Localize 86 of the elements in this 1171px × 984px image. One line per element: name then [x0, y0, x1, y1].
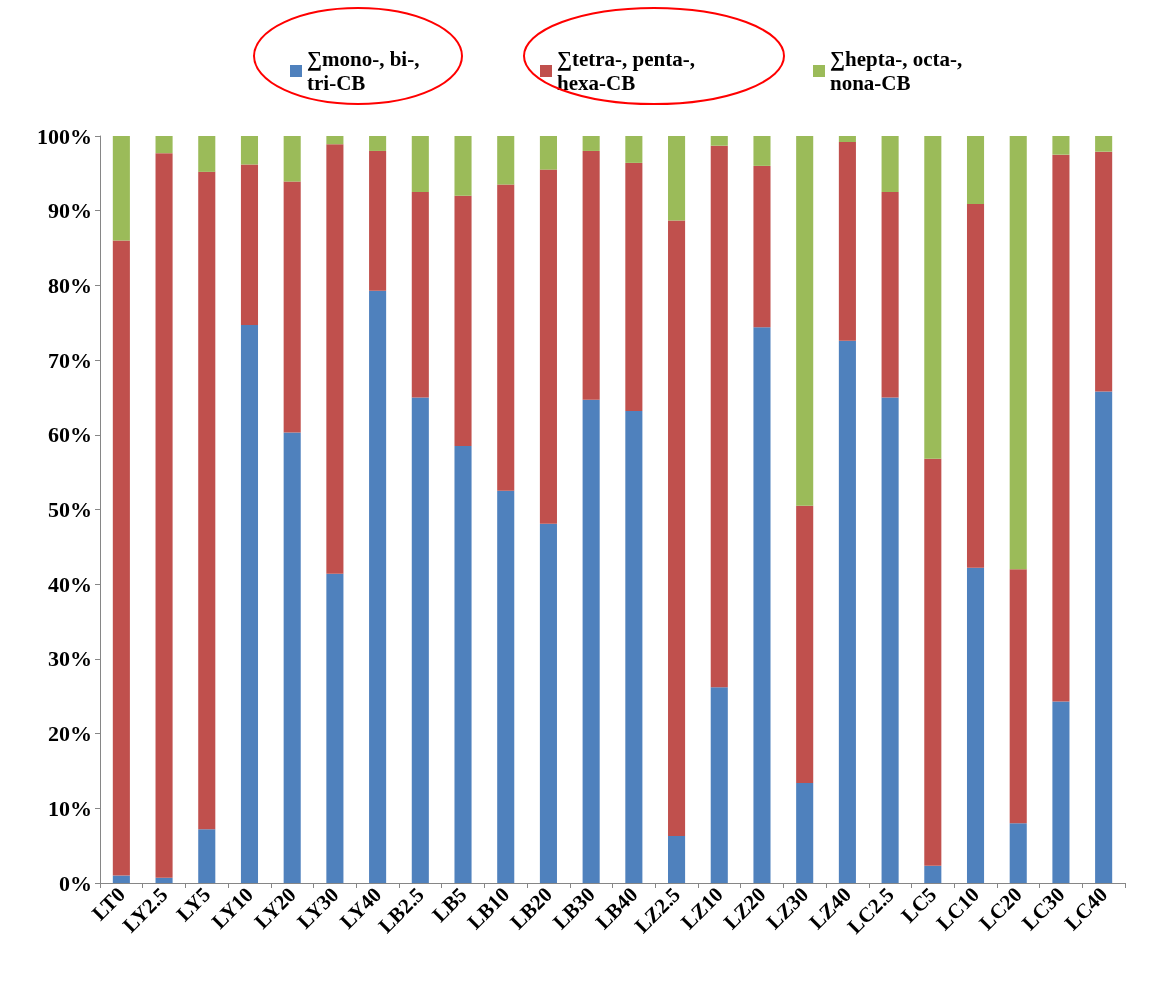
- bar: [796, 505, 814, 783]
- bar: [582, 399, 600, 883]
- bar: [112, 136, 130, 241]
- bar: [369, 150, 387, 291]
- bar: [1052, 154, 1070, 702]
- bar: [411, 136, 429, 193]
- bar: [283, 432, 301, 883]
- bar: [454, 195, 472, 447]
- bar: [881, 397, 899, 883]
- bar: [539, 169, 557, 524]
- bar: [796, 782, 814, 883]
- bar: [497, 490, 515, 883]
- bar: [838, 136, 856, 142]
- bar: [283, 136, 301, 182]
- bar: [838, 340, 856, 883]
- bar: [155, 877, 173, 883]
- bar: [966, 203, 985, 568]
- bar: [1095, 151, 1113, 392]
- y-tick-label: 100%: [37, 123, 92, 149]
- bar: [454, 136, 472, 196]
- bar: [497, 184, 515, 491]
- y-tick-label: 30%: [48, 646, 92, 672]
- y-tick-label: 80%: [48, 272, 92, 298]
- bar: [326, 144, 344, 574]
- y-tick-label: 0%: [59, 870, 92, 896]
- bar: [283, 181, 301, 433]
- bar: [796, 136, 814, 506]
- bar: [1052, 701, 1070, 883]
- bar: [625, 162, 643, 411]
- bar: [668, 835, 686, 883]
- y-tick-label: 10%: [48, 795, 92, 821]
- bar: [1009, 823, 1027, 883]
- bar: [924, 865, 942, 883]
- y-tick-label: 60%: [48, 422, 92, 448]
- bar: [710, 145, 728, 688]
- legend-label: ∑hepta-, octa-, nona-CB: [830, 47, 968, 95]
- bar: [326, 136, 344, 145]
- bar: [539, 523, 557, 883]
- bar: [369, 290, 387, 883]
- y-tick-label: 40%: [48, 571, 92, 597]
- bar: [539, 136, 557, 170]
- bar: [326, 573, 344, 883]
- bar: [240, 324, 259, 883]
- bar: [240, 136, 259, 165]
- bar: [838, 141, 856, 341]
- y-tick-label: 90%: [48, 198, 92, 224]
- bar: [240, 164, 259, 325]
- bar: [668, 220, 686, 836]
- bar: [966, 567, 985, 883]
- bar: [625, 136, 643, 163]
- bar: [924, 458, 942, 866]
- bar: [753, 136, 771, 166]
- bar: [753, 165, 771, 328]
- bar: [753, 327, 771, 883]
- bar: [710, 687, 728, 883]
- y-tick-label: 50%: [48, 497, 92, 522]
- bar: [1095, 136, 1113, 152]
- bar: [369, 136, 387, 151]
- bar: [966, 136, 985, 204]
- bar: [881, 192, 899, 398]
- bar: [198, 136, 216, 172]
- bar: [582, 150, 600, 400]
- legend-label: ∑tetra-, penta-, hexa-CB: [557, 47, 701, 95]
- bar: [582, 136, 600, 151]
- y-tick-label: 20%: [48, 721, 92, 747]
- bar: [112, 240, 130, 876]
- bar: [668, 136, 686, 221]
- bar: [112, 875, 130, 883]
- legend-label: ∑mono-, bi-, tri-CB: [307, 47, 425, 95]
- bar: [454, 446, 472, 883]
- bar: [198, 171, 216, 830]
- bar: [198, 829, 216, 883]
- bar: [625, 410, 643, 883]
- bar: [411, 192, 429, 398]
- bar: [924, 136, 942, 459]
- bar: [155, 153, 173, 878]
- bar: [1052, 136, 1070, 155]
- bar: [710, 136, 728, 146]
- bar: [155, 136, 173, 154]
- y-tick-label: 70%: [48, 347, 92, 373]
- bar: [881, 136, 899, 193]
- bar: [1095, 391, 1113, 883]
- bar: [1009, 136, 1027, 570]
- bar: [497, 136, 515, 185]
- bar: [1009, 569, 1027, 824]
- bar: [411, 397, 429, 883]
